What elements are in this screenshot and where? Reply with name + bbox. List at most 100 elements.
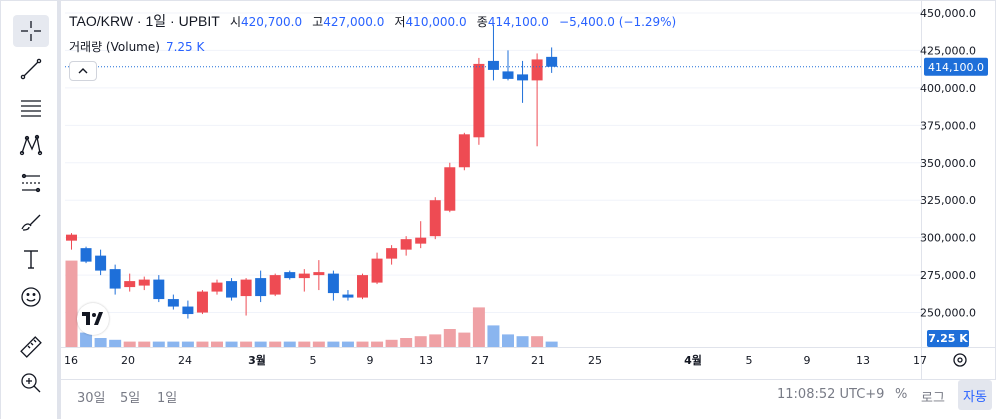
x-tick-label: 20 [121,354,135,367]
volume-bar [211,341,223,347]
x-tick-label: 16 [64,354,78,367]
candle-body [153,279,165,300]
candle-body [473,63,485,138]
volume-bar [196,341,209,347]
candle-body [502,71,514,79]
candle-body [226,281,238,298]
range-5d-button[interactable]: 5일 [120,391,141,406]
volume-bar [123,341,136,347]
brush-tool[interactable] [13,205,49,237]
chevron-up-icon [78,68,88,74]
candle-body [182,306,194,315]
close-label: 종 [476,15,488,29]
candle-body [313,272,325,276]
fib-icon [21,173,41,193]
volume-bar [429,334,442,347]
volume-bar [341,341,354,347]
candle-body [240,279,252,297]
change-value: −5,400.0 (−1.29%) [559,15,677,29]
volume-bar [167,341,180,347]
percent-toggle[interactable]: % [895,387,908,402]
y-tick-label: 425,000.0 [920,44,976,57]
volume-bar [181,341,194,347]
candle-body [167,299,179,307]
text-icon [24,250,38,269]
axis-settings-icon[interactable] [953,353,967,367]
candle-body [531,59,543,81]
symbol-title[interactable]: TAO/KRW · 1일 · UPBIT [69,13,220,29]
low-value: 410,000.0 [405,15,467,29]
collapse-legend-button[interactable] [69,61,97,81]
volume-bar [400,338,413,347]
y-tick-label: 350,000.0 [920,157,976,170]
volume-bar [65,260,78,347]
volume-bar [443,329,456,347]
horizontal-lines-tool[interactable] [13,91,49,123]
candle-body [109,269,121,289]
auto-toggle[interactable]: 자동 [958,380,992,410]
log-toggle[interactable]: 로그 [921,391,945,406]
y-tick-label: 300,000.0 [920,232,976,245]
y-tick-label: 375,000.0 [920,119,976,132]
volume-bar [254,341,267,347]
volume-bar [80,332,93,347]
volume-bar [502,334,514,347]
candle-body [284,272,296,279]
x-tick-label: 5 [310,354,317,367]
open-label: 시 [229,15,242,29]
tradingview-logo[interactable] [77,303,109,335]
y-tick-label: 250,000.0 [920,307,976,320]
candle-body [327,273,339,294]
y-tick-label: 325,000.0 [920,194,976,207]
candle-body [400,239,412,250]
volume-bar [371,341,384,347]
x-tick-label: 17 [475,354,489,367]
ruler-icon [20,336,42,358]
open-value: 420,700.0 [241,15,303,29]
volume-bar [312,341,325,347]
x-tick-label: 4월 [684,353,702,367]
emoji-tool[interactable] [13,281,49,313]
volume-badge [927,330,969,347]
volume-bar [240,341,253,347]
crosshair-tool[interactable] [13,15,49,47]
high-value: 427,000.0 [323,15,385,29]
pattern-tool[interactable] [13,129,49,161]
y-tick-label: 450,000.0 [920,7,976,20]
candle-body [458,134,470,168]
x-tick-label: 3월 [248,353,266,367]
x-tick-label: 9 [804,354,811,367]
text-tool[interactable] [13,243,49,275]
volume-bar [152,341,165,347]
range-30d-button[interactable]: 30일 [77,391,106,406]
zoom-in-tool[interactable] [13,367,49,399]
clock[interactable]: 11:08:52 UTC+9 [777,387,885,402]
volume-legend: 거래량 (Volume) 7.25 K [69,38,204,55]
volume-bar [414,336,427,347]
volume-bar [356,341,369,347]
fib-tool[interactable] [13,167,49,199]
candle-body [342,294,354,298]
volume-label[interactable]: 거래량 (Volume) [69,40,160,54]
candle-body [196,291,208,313]
volume-bar [283,341,296,347]
symbol-legend: TAO/KRW · 1일 · UPBIT 시420,700.0 고427,000… [69,11,676,31]
volume-bars [65,260,558,347]
volume-bar [458,332,471,347]
volume-bar [545,341,558,347]
volume-bar [94,338,107,347]
drawing-toolbar [1,1,61,419]
y-tick-label: 275,000.0 [920,269,976,282]
crosshair-icon [21,21,41,41]
candle-body [517,74,529,81]
candle-body [429,200,441,237]
candle-body [444,167,456,211]
x-tick-label: 21 [531,354,545,367]
volume-bar [516,336,529,347]
range-1d-button[interactable]: 1일 [157,391,178,406]
trend-line-icon [20,58,42,80]
trend-line-tool[interactable] [13,53,49,85]
price-chart[interactable]: 450,000.0 425,000.0 400,000.0 375,000.0 350,… [1,1,996,379]
ruler-tool[interactable] [13,331,49,363]
pattern-icon [19,134,43,156]
